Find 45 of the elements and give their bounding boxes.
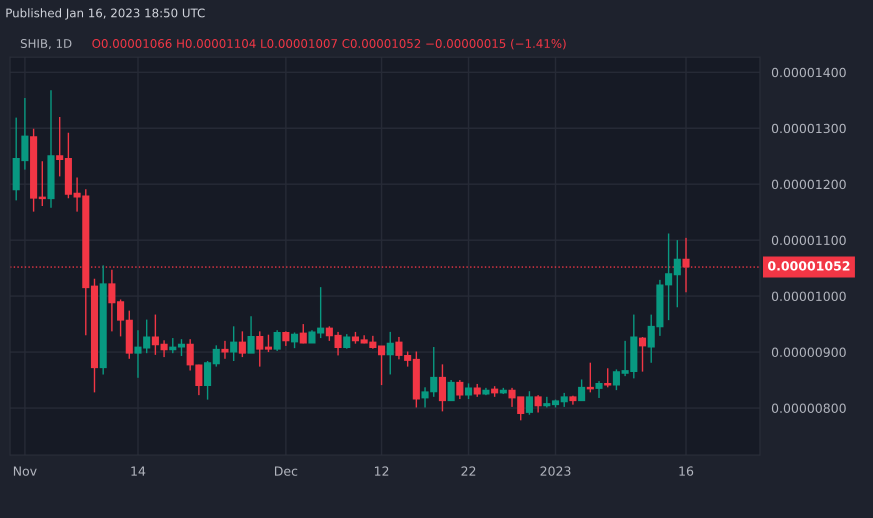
candlestick	[230, 326, 238, 362]
text: O0.00001066 H0.00001104 L0.00001007 C0.00001052 −0.00000015 (−1.41%)	[92, 38, 566, 50]
candlestick	[291, 332, 298, 349]
candlestick	[282, 330, 290, 347]
candlestick	[221, 340, 229, 360]
text: Published Jan 16, 2023 18:50 UTC	[6, 8, 205, 20]
candlestick	[674, 239, 681, 308]
candlestick	[638, 336, 646, 372]
candlestick	[300, 323, 307, 344]
candlestick	[595, 380, 603, 399]
x-tick-label: 14	[131, 466, 146, 476]
y-tick-label: 0.00000900	[772, 348, 846, 357]
candlestick	[238, 330, 246, 358]
candlestick	[474, 383, 481, 398]
y-tick-label: 0.00001400	[772, 68, 846, 78]
candlestick	[604, 368, 612, 388]
y-tick-label: 0.00001200	[772, 180, 846, 190]
x-tick-label: 22	[462, 466, 476, 476]
candlestick	[448, 379, 455, 402]
candlestick	[586, 362, 594, 394]
candlestick	[456, 379, 464, 400]
y-tick-label: 0.00000800	[772, 403, 846, 413]
candlestick	[491, 385, 498, 398]
x-tick-label: Nov	[14, 466, 37, 476]
y-tick-label: 0.00001300	[772, 124, 846, 134]
x-tick-label: 2023	[540, 466, 570, 476]
candlestick	[464, 382, 472, 400]
candlestick	[195, 364, 202, 396]
candlestick	[343, 333, 350, 350]
candlestick	[578, 378, 586, 402]
candlestick	[526, 390, 533, 416]
y-tick-label: 0.00001000	[772, 292, 846, 302]
candlestick	[534, 394, 542, 414]
ref-line-label: 0.00001052	[768, 261, 850, 271]
x-tick-label: 12	[374, 466, 388, 476]
candlestick	[386, 331, 394, 376]
x-tick-label: 16	[679, 466, 694, 476]
candlestick	[186, 338, 194, 372]
candlestick	[56, 116, 64, 178]
candlestick	[438, 364, 446, 412]
candlestick	[274, 330, 281, 352]
y-tick-label: 0.00001100	[772, 236, 846, 246]
x-tick-label: Dec	[274, 466, 298, 476]
candlestick	[248, 316, 255, 354]
chart-title: SHIB, 1D	[20, 39, 72, 50]
